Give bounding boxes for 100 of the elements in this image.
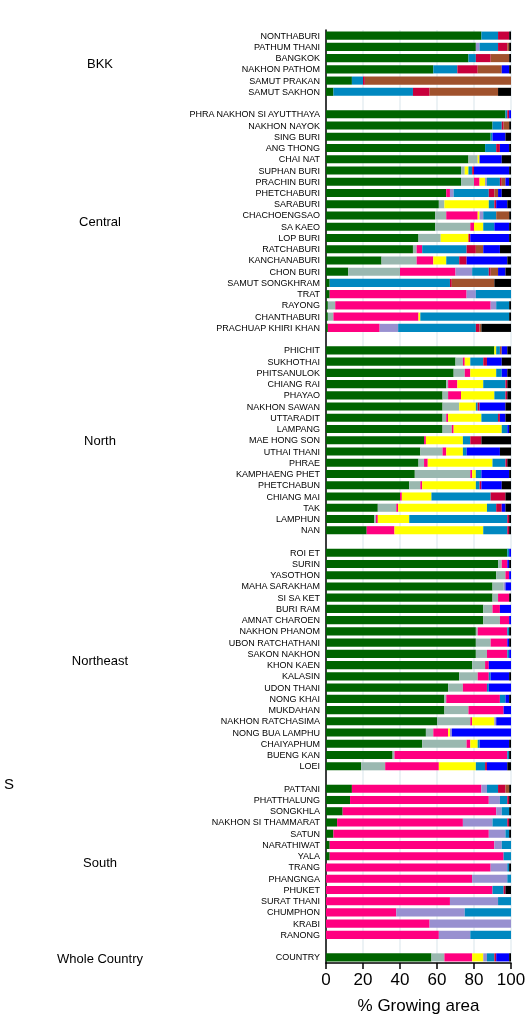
bar [446,211,478,220]
y-tick-label: SAMUT PRAKAN [249,75,320,86]
bar [418,233,441,242]
bar [505,784,510,793]
bar [492,458,506,467]
bar [326,571,497,580]
bar [486,177,500,186]
y-tick-label: YALA [297,851,320,862]
bar [449,188,454,198]
y-tick-label: SONGKHLA [269,806,320,817]
y-tick-label: KALASIN [281,671,320,682]
bar [326,930,439,939]
bar [446,188,450,198]
bar [326,31,482,40]
bar [464,908,511,917]
x-tick-label: 80 [464,970,484,989]
bar [326,739,423,748]
y-tick-label: UTTARADIT [270,412,321,423]
bar [326,436,425,445]
y-tick-label: MAHA SARAKHAM [241,581,320,592]
bar [377,514,410,524]
bar [475,290,511,299]
bar [486,357,502,366]
bar [400,267,456,276]
bar [326,885,493,894]
bar [501,188,511,198]
bar [326,953,432,962]
bar [488,683,511,692]
bar [398,503,487,512]
bar [326,784,352,793]
bar [420,312,510,321]
y-tick-label: PRACHUAP KHIRI KHAN [216,322,320,333]
bar [494,840,502,850]
y-tick-label: TRAT [297,289,321,300]
bar [481,323,511,332]
bar [416,256,434,265]
bar [448,380,458,389]
bar [475,638,491,647]
bar [333,87,413,96]
text: S [4,774,15,792]
bar [446,694,500,703]
bar [329,840,495,850]
bar [494,188,499,198]
bar [326,863,491,872]
bar [501,807,510,816]
bar [470,930,511,939]
bar [505,885,511,894]
bar [444,200,489,209]
bar [481,31,499,40]
bar [326,402,443,411]
bar [486,953,495,962]
bar [496,368,502,377]
bar [483,222,495,231]
bar [326,908,397,917]
bar [496,211,510,220]
y-tick-label: PHAYAO [283,390,320,401]
y-tick-label: NARATHIWAT [262,839,321,850]
bar [486,762,508,771]
bar [422,739,467,748]
bar [481,413,499,422]
bar [490,54,510,63]
bar [326,245,413,254]
bar [459,672,478,681]
bar [326,211,436,220]
y-tick-label: SA KAEO [280,221,320,232]
y-tick-label: BUENG KAN [266,750,320,761]
bar [409,481,421,490]
bar [507,256,511,265]
y-tick-label: TRANG [288,862,320,873]
bar [429,919,511,928]
bar [327,323,380,332]
bar [505,694,510,703]
bar [329,852,504,861]
bar [483,604,493,613]
y-tick-label: PHATTHALUNG [253,795,320,806]
bar [490,267,499,276]
bar [488,829,506,838]
y-tick-label: PHETCHABURI [255,187,320,198]
bar [412,245,417,254]
bar [326,155,469,164]
bar [492,604,500,613]
bar [326,188,447,198]
bar [464,166,469,175]
bar [461,177,474,186]
bar [466,290,476,299]
bar [498,897,511,906]
bar [481,436,511,445]
bar [433,728,449,737]
bar [472,661,486,670]
bar [337,818,463,827]
bar [453,425,502,434]
y-tick-label: CHAI NAT [278,154,321,165]
bar [505,829,510,838]
bar [496,200,508,209]
bar [326,807,343,816]
bar [326,526,367,535]
bar [333,312,419,321]
bar [425,728,434,737]
bar [326,76,352,85]
bar [462,818,493,827]
